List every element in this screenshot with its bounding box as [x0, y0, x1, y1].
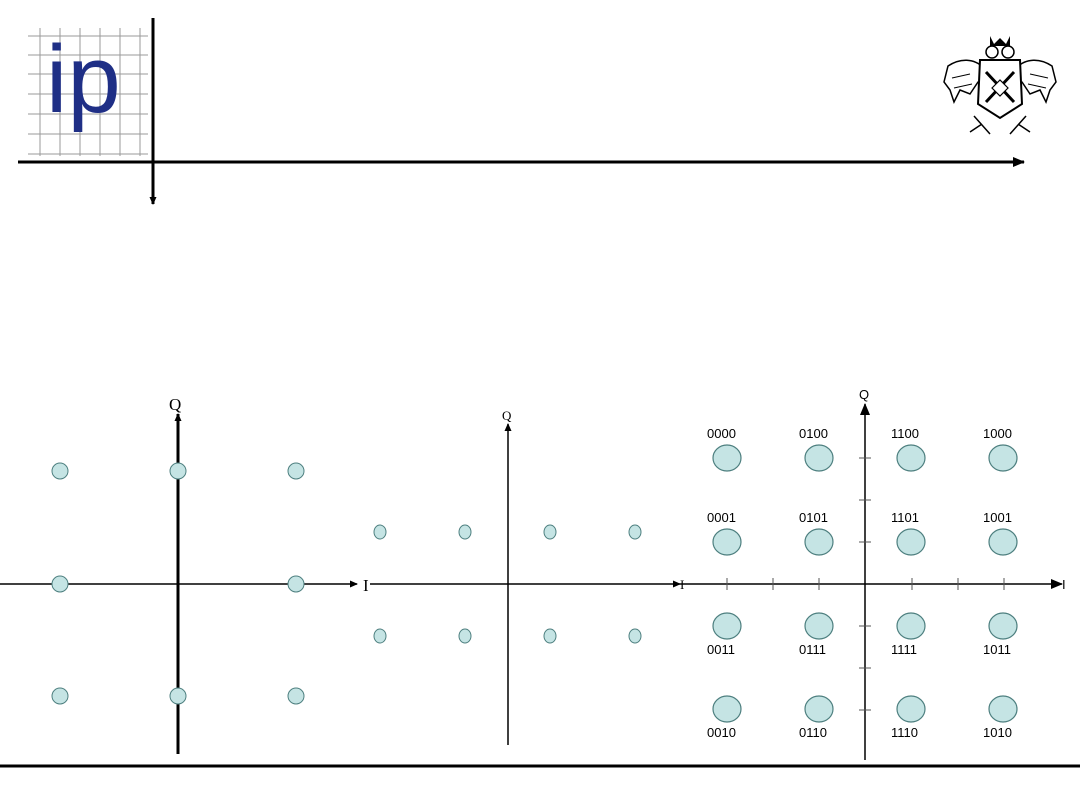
- diagram3-point: [988, 528, 1018, 556]
- diagram2-point: [458, 524, 472, 540]
- eagle-crest-icon: [943, 36, 1057, 135]
- diagram3-point-label: 1100: [891, 426, 919, 441]
- diagram3-point-label: 0110: [799, 725, 827, 740]
- diagram1-point: [287, 687, 305, 705]
- diagram3-point-label: 0101: [799, 510, 828, 525]
- diagram3-point-label: 1000: [983, 426, 1012, 441]
- diagram3-point: [896, 695, 926, 723]
- logo-text: ip: [46, 26, 121, 133]
- diagram3-point: [804, 695, 834, 723]
- diagram2-point: [373, 628, 387, 644]
- diagram1-point: [169, 462, 187, 480]
- diagram3-point-label: 1001: [983, 510, 1012, 525]
- diagram3-point-label: 0100: [799, 426, 828, 441]
- diagram3-point-label: 0001: [707, 510, 736, 525]
- diagram3-point-label: 1101: [891, 510, 919, 525]
- logo-grid: [28, 28, 148, 156]
- diagram3-point: [712, 695, 742, 723]
- diagram2-point: [628, 628, 642, 644]
- diagram2-point: [543, 628, 557, 644]
- diagram3-point: [712, 444, 742, 472]
- diagram-2: Q I: [370, 408, 684, 745]
- diagram3-point-label: 1010: [983, 725, 1012, 740]
- diagram3-points: 0000 0100 1100 1000 0001 0101 1101 1001 0011 0111…: [707, 426, 1018, 740]
- diagram-1: Q I: [0, 395, 369, 754]
- diagram1-i-label: I: [363, 576, 369, 595]
- diagram3-q-label: Q: [859, 387, 869, 402]
- diagram2-q-label: Q: [502, 408, 512, 423]
- logo: ip: [28, 26, 148, 156]
- diagram3-point-label: 0010: [707, 725, 736, 740]
- diagram1-point: [51, 687, 69, 705]
- diagram2-point: [543, 524, 557, 540]
- diagram1-q-label: Q: [169, 395, 181, 414]
- diagram1-point: [287, 575, 305, 593]
- diagram3-point-label: 1110: [891, 725, 918, 740]
- diagram2-point: [628, 524, 642, 540]
- diagram2-point: [373, 524, 387, 540]
- diagram3-point-label: 1011: [983, 642, 1011, 657]
- diagram-3: Q I 0000 0100 1100 1000 0001 0101 1101 1001 0011…: [680, 387, 1066, 760]
- diagram1-point: [169, 687, 187, 705]
- diagram3-point: [988, 444, 1018, 472]
- diagram3-point: [896, 612, 926, 640]
- diagram3-point-label: 1111: [891, 642, 917, 657]
- diagram3-point: [804, 528, 834, 556]
- diagram3-point-label: 0000: [707, 426, 736, 441]
- diagram3-point: [896, 528, 926, 556]
- diagram1-points: [51, 462, 305, 705]
- diagram3-point: [804, 612, 834, 640]
- diagram3-point: [896, 444, 926, 472]
- diagram3-ticks: [726, 457, 1005, 711]
- diagram3-i-label: I: [1062, 577, 1066, 592]
- diagram2-point: [458, 628, 472, 644]
- diagram3-point: [988, 695, 1018, 723]
- diagram2-points: [373, 524, 642, 644]
- diagram1-point: [287, 462, 305, 480]
- diagram3-point: [712, 528, 742, 556]
- diagram3-point: [804, 444, 834, 472]
- diagram3-point: [988, 612, 1018, 640]
- diagram3-point-label: 0011: [707, 642, 735, 657]
- diagram3-point: [712, 612, 742, 640]
- diagram1-point: [51, 575, 69, 593]
- diagram1-point: [51, 462, 69, 480]
- diagram3-point-label: 0111: [799, 642, 826, 657]
